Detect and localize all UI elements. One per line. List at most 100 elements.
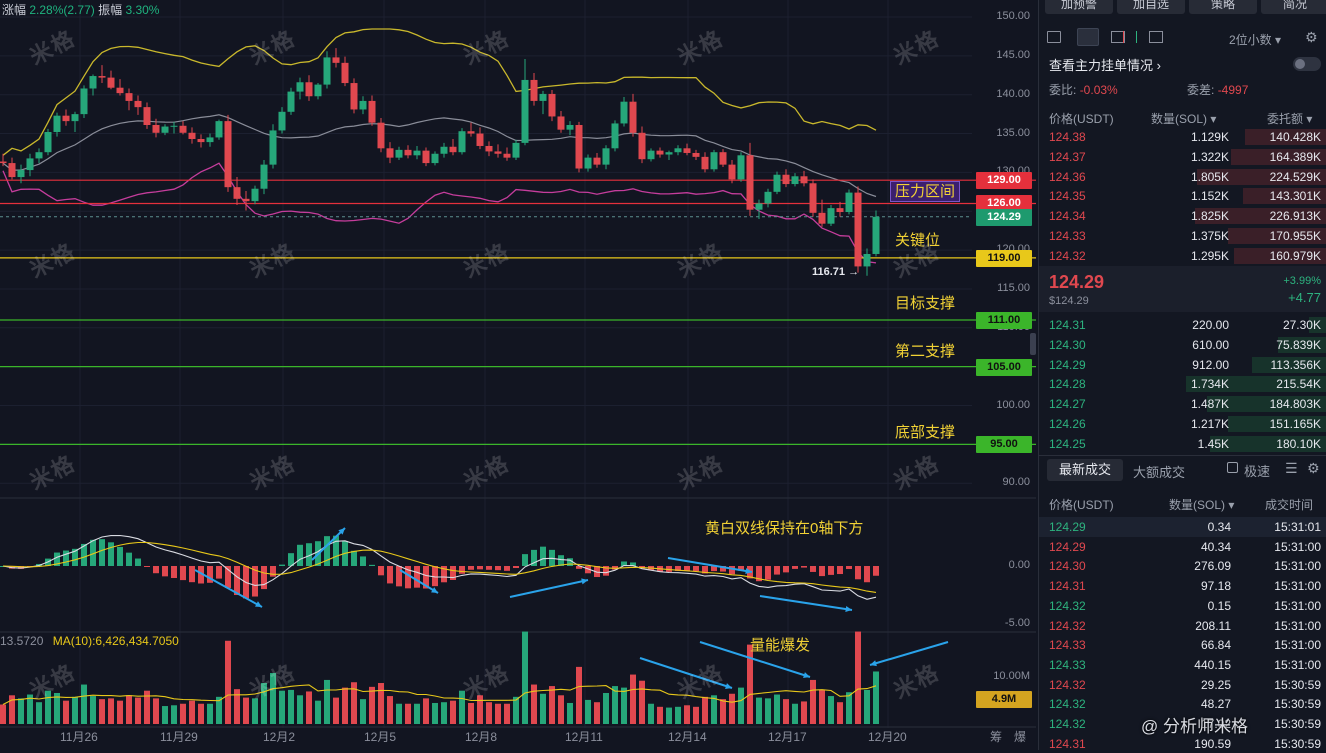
view-both-icon[interactable] (1047, 31, 1061, 43)
volume-bar (783, 699, 789, 724)
view-asks-icon[interactable] (1123, 31, 1137, 43)
filter-icon[interactable]: ☰ (1285, 460, 1298, 477)
order-qty: 912.00 (1192, 358, 1229, 372)
candle-body (702, 157, 709, 169)
candle-body (720, 152, 727, 164)
candle-body (612, 123, 619, 148)
macd-bar (297, 545, 303, 566)
level-label: 压力区间 (890, 181, 960, 202)
volume-bar (657, 707, 663, 724)
macd-bar (279, 565, 285, 566)
candle-body (279, 112, 286, 131)
candle-body (198, 139, 205, 142)
macd-bar (765, 566, 771, 580)
add-watchlist-button[interactable]: 加自选 (1117, 0, 1185, 14)
candle-body (468, 131, 475, 133)
overview-button[interactable]: 简况 (1261, 0, 1326, 14)
candle-body (738, 155, 745, 179)
tab-large-trades[interactable]: 大额成交 (1133, 462, 1185, 481)
amplitude-value: 3.30% (125, 3, 159, 17)
candle-body (630, 102, 637, 133)
macd-bar (234, 566, 240, 595)
trade-time: 15:31:00 (1274, 599, 1321, 613)
volume-bar (306, 691, 312, 724)
strategy-button[interactable]: 策略 (1189, 0, 1257, 14)
panel-collapse-handle[interactable] (1030, 333, 1036, 355)
ob-header-qty[interactable]: 数量(SOL) ▾ (1151, 110, 1216, 127)
macd-bar (333, 536, 339, 566)
candle-body (54, 116, 61, 132)
view-selected-icon[interactable] (1077, 28, 1099, 46)
candle-body (774, 175, 781, 192)
trade-qty: 29.25 (1201, 678, 1231, 692)
main-orders-toggle[interactable] (1293, 57, 1321, 71)
trade-qty: 0.15 (1208, 599, 1231, 613)
view-depth-icon[interactable] (1149, 31, 1163, 43)
decimals-select[interactable]: 2位小数 ▾ (1229, 31, 1281, 48)
main-orders-link[interactable]: 查看主力挂单情况 › (1049, 55, 1161, 74)
volume-bar (81, 685, 87, 724)
volume-bar (801, 701, 807, 724)
volume-bar (846, 692, 852, 724)
macd-bar (540, 547, 546, 566)
trade-price: 124.32 (1049, 619, 1086, 633)
volume-bar (18, 698, 24, 724)
settings-icon-trades[interactable]: ⚙ (1307, 460, 1320, 477)
change-pct: +3.99% (1283, 275, 1321, 287)
macd-bar (171, 566, 177, 578)
volume-bar (621, 688, 627, 724)
author-credit: @ 分析师米格 (1141, 712, 1248, 737)
trade-qty: 440.15 (1194, 658, 1231, 672)
decimals-value: 2位小数 (1229, 33, 1272, 47)
candle-body (297, 82, 304, 91)
price-axis-tick: 135.00 (996, 127, 1030, 139)
tab-latest-trades[interactable]: 最新成交 (1047, 459, 1123, 481)
volume-bar (513, 697, 519, 724)
volume-bar (423, 698, 429, 724)
last-price-block: 124.29 $124.29 +3.99% +4.77 (1039, 266, 1326, 312)
macd-bar (810, 566, 816, 572)
order-amount: 180.10K (1276, 437, 1321, 451)
add-alert-button[interactable]: 加预警 (1045, 0, 1113, 14)
chip-toggle[interactable]: 筹 (990, 728, 1002, 745)
candle-body (594, 158, 601, 165)
candle-body (441, 147, 448, 154)
candle-body (225, 121, 232, 187)
burst-toggle[interactable]: 爆 (1014, 728, 1026, 745)
volume-bar (810, 680, 816, 724)
candle-body (792, 176, 799, 184)
candle-body (819, 213, 826, 224)
candle-body (486, 146, 493, 151)
ob-header-amount[interactable]: 委托额 ▾ (1267, 110, 1312, 127)
settings-icon[interactable]: ⚙ (1305, 29, 1318, 46)
fast-checkbox[interactable] (1227, 462, 1238, 473)
candle-body (9, 163, 16, 177)
trade-qty: 208.11 (1195, 619, 1231, 633)
candle-body (405, 150, 412, 155)
order-price: 124.26 (1049, 417, 1086, 431)
tr-header-qty[interactable]: 数量(SOL) ▾ (1169, 496, 1234, 513)
trade-price: 124.29 (1049, 520, 1086, 534)
macd-bar (828, 566, 834, 575)
candle-body (252, 189, 259, 201)
candle-body (207, 137, 214, 142)
macd-bar (774, 566, 780, 575)
candle-body (423, 151, 430, 163)
volume-bar (540, 694, 546, 724)
